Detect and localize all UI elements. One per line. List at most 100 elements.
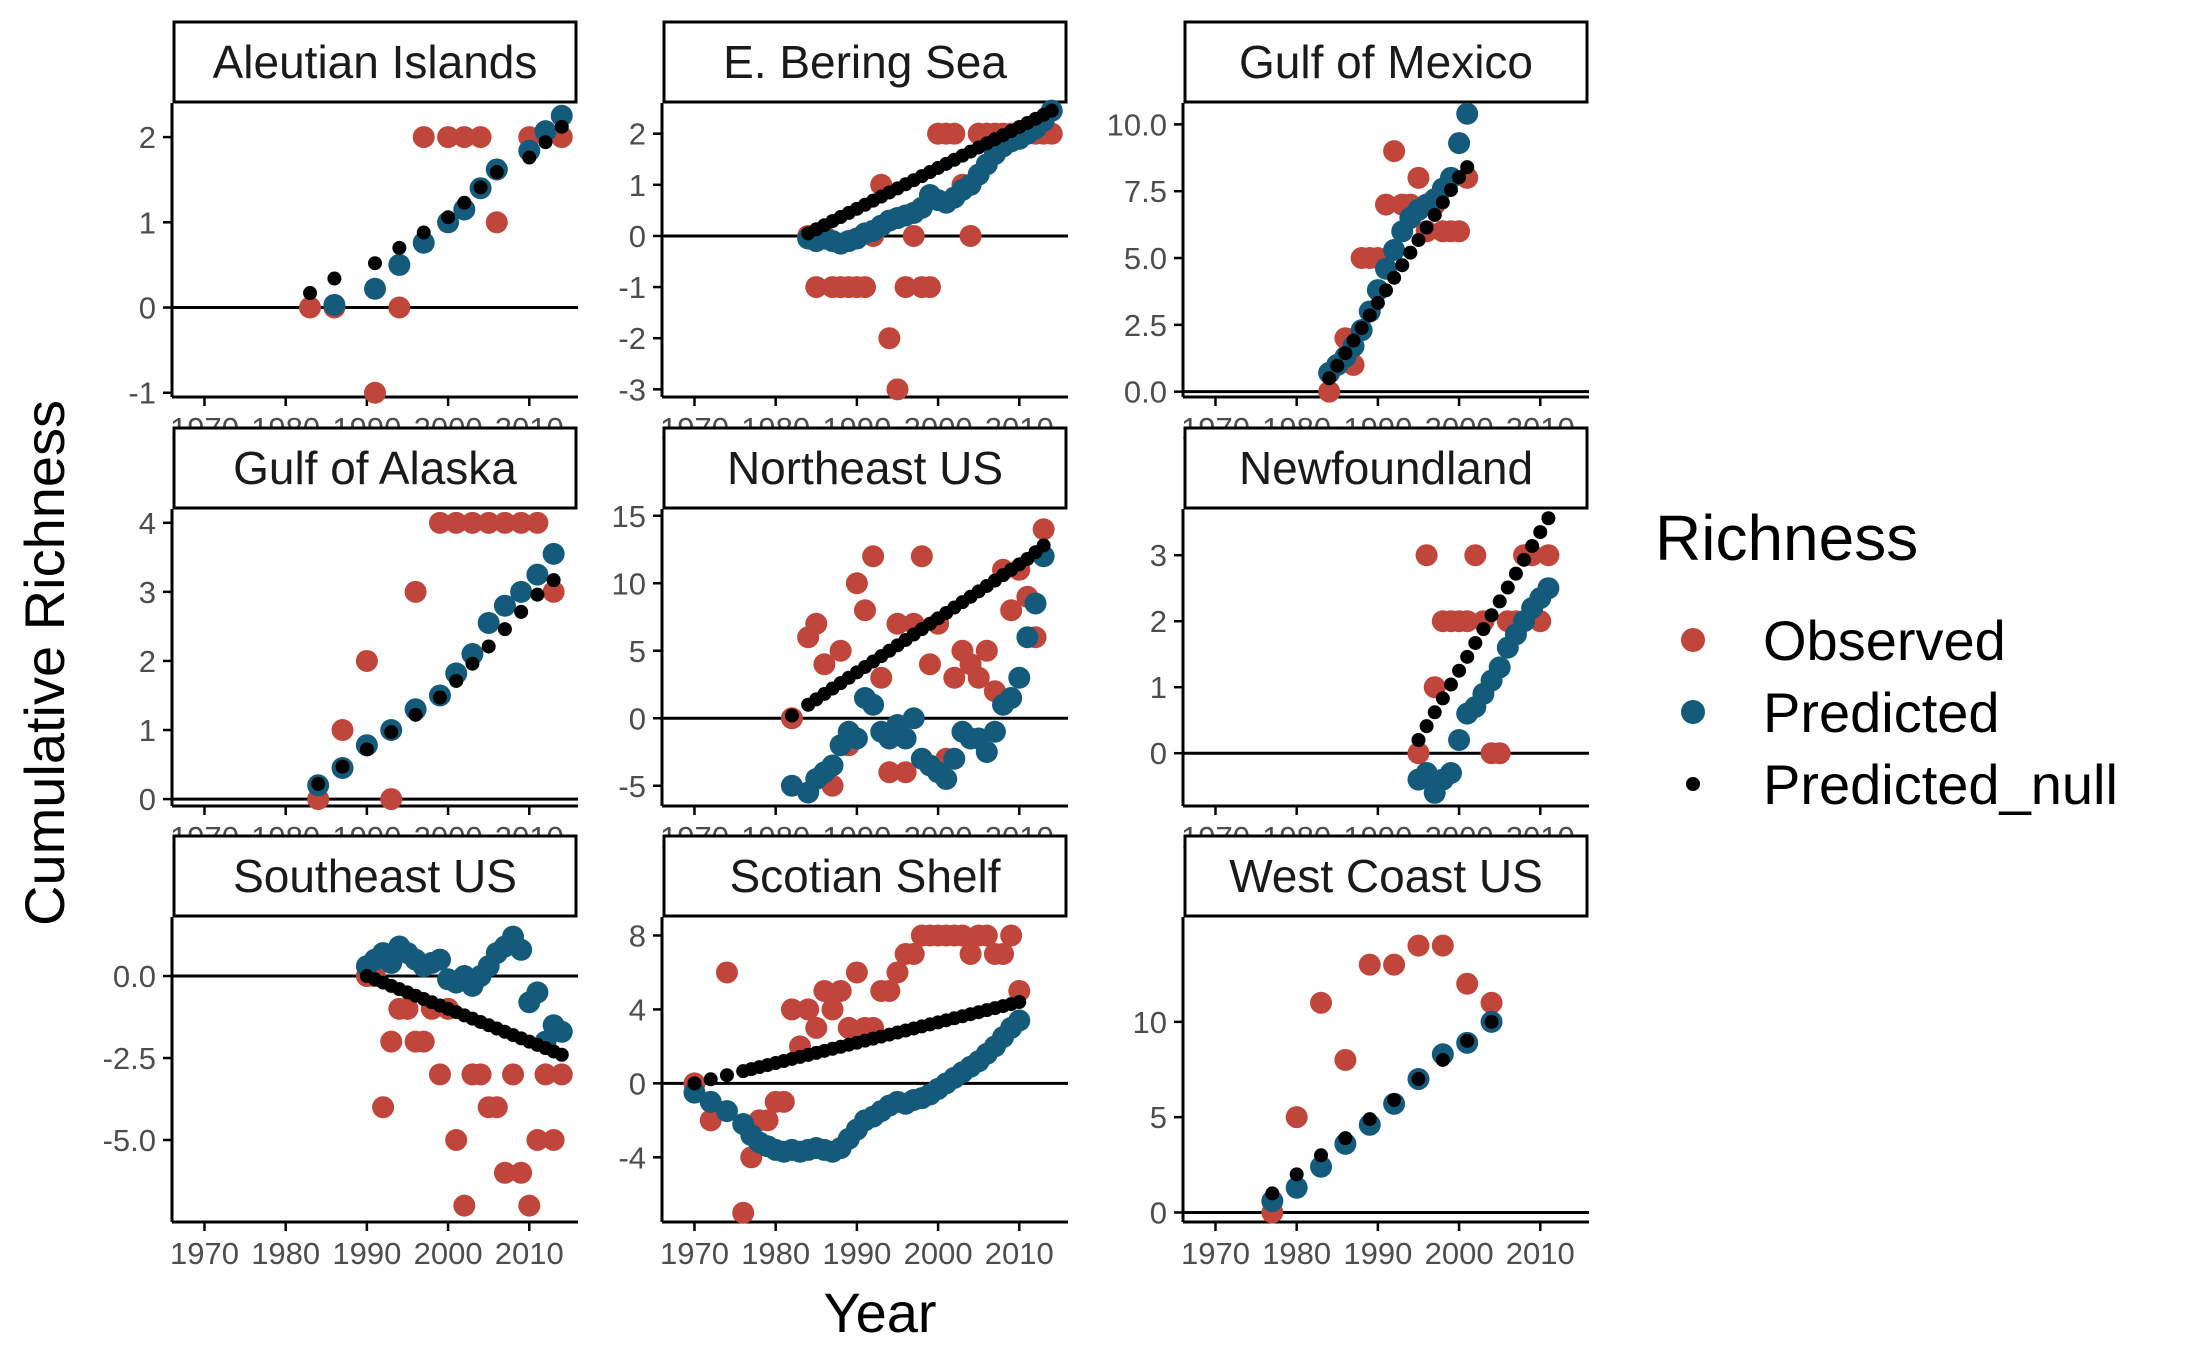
x-tick-label: 1990 (332, 1236, 401, 1271)
point-observed (992, 942, 1015, 965)
y-tick-label: 0 (1150, 736, 1167, 771)
x-tick-label: 2010 (985, 1236, 1054, 1271)
point-predicted (1439, 762, 1462, 784)
point-predicted-null (1411, 733, 1426, 747)
point-predicted-null (1370, 295, 1385, 310)
x-tick-label: 1980 (1262, 1236, 1331, 1271)
point-predicted-null (1330, 358, 1345, 373)
point-predicted-null (1289, 1167, 1304, 1182)
point-observed (550, 1063, 573, 1086)
point-observed (886, 378, 909, 401)
point-predicted-null (530, 587, 545, 602)
point-predicted-null (1346, 333, 1361, 348)
point-predicted-null (554, 1047, 569, 1062)
point-predicted-null (703, 1072, 718, 1087)
legend-key-predicted (1681, 700, 1705, 724)
y-tick-label: 0.0 (1124, 375, 1167, 410)
point-observed (805, 612, 828, 635)
point-observed (918, 276, 941, 299)
series-predicted-null (801, 103, 1059, 241)
point-predicted (510, 580, 533, 603)
point-predicted-null (327, 271, 342, 286)
point-observed (461, 511, 484, 534)
x-tick-label: 1970 (170, 1236, 239, 1271)
point-predicted-null (1403, 245, 1418, 260)
point-predicted-null (384, 725, 399, 740)
y-tick-label: 0 (1150, 1195, 1167, 1230)
point-predicted-null (441, 210, 456, 225)
strip-box (662, 834, 1068, 918)
point-predicted-null (1419, 719, 1434, 734)
point-predicted-null (1500, 580, 1515, 595)
point-predicted (534, 120, 557, 143)
point-predicted (323, 293, 346, 316)
point-predicted (894, 727, 917, 750)
point-predicted-null (1419, 220, 1434, 235)
legend-key-observed (1681, 628, 1705, 652)
strip-box (172, 426, 578, 510)
point-predicted (1000, 687, 1023, 709)
point-observed (1488, 742, 1511, 765)
point-observed (510, 1161, 533, 1184)
point-predicted (1285, 1176, 1308, 1199)
point-predicted (510, 938, 533, 961)
strip-title: Newfoundland (1239, 442, 1533, 494)
point-predicted-null (1452, 170, 1467, 185)
point-observed (1318, 380, 1341, 403)
point-observed (805, 276, 828, 299)
legend-label-predicted: Predicted (1763, 681, 2000, 744)
point-observed (526, 1129, 549, 1152)
y-tick-label: 0 (629, 701, 646, 736)
strip-box (1183, 834, 1589, 918)
point-predicted (699, 1090, 722, 1113)
point-observed (699, 1109, 722, 1132)
point-predicted-null (1484, 1014, 1499, 1029)
point-observed (894, 761, 917, 784)
point-predicted (550, 104, 573, 127)
point-observed (485, 211, 508, 234)
point-observed (1334, 1048, 1357, 1071)
point-observed (1448, 220, 1471, 243)
point-observed (756, 1109, 779, 1132)
strip-box (1183, 426, 1589, 510)
point-predicted (1016, 626, 1039, 649)
point-observed (1000, 924, 1023, 947)
point-observed (469, 1063, 492, 1086)
series-predicted (780, 545, 1055, 804)
point-observed (428, 511, 451, 534)
point-observed (388, 296, 411, 319)
point-observed (396, 997, 419, 1020)
point-observed (902, 224, 925, 247)
point-observed (821, 998, 844, 1021)
legend-label-observed: Observed (1763, 609, 2006, 672)
strip-title: Gulf of Alaska (233, 442, 517, 494)
point-observed (943, 122, 966, 145)
point-observed (813, 653, 836, 676)
x-tick-label: 2010 (1506, 1236, 1575, 1271)
strip-title: E. Bering Sea (723, 36, 1007, 88)
point-observed (469, 126, 492, 149)
point-predicted-null (1427, 705, 1442, 720)
y-axis-title: Cumulative Richness (13, 400, 76, 926)
point-observed (1358, 953, 1381, 976)
y-tick-label: 3 (139, 575, 156, 610)
point-observed (837, 1016, 860, 1039)
point-observed (845, 961, 868, 984)
point-observed (870, 666, 893, 689)
y-tick-label: -5.0 (103, 1123, 156, 1158)
panel-gulf-of-mexico: Gulf of Mexico0.02.55.07.510.01970198019… (1107, 20, 1589, 446)
point-predicted-null (1044, 103, 1059, 118)
panel-scotian-shelf: Scotian Shelf -4 0 4 8 1970 1980 1990 2000 2010 (618, 834, 1068, 1271)
point-predicted-null (687, 1076, 702, 1091)
x-tick-label: 1980 (251, 1236, 320, 1271)
point-predicted-null (1427, 207, 1442, 222)
y-tick-label: 5 (629, 634, 646, 669)
point-observed (445, 511, 468, 534)
y-tick-label: 0 (629, 1066, 646, 1101)
series-observed (683, 924, 1031, 1224)
panel-e-bering-sea: E. Bering Sea-3-2-1012197019801990200020… (618, 20, 1068, 446)
point-predicted-null (1379, 283, 1393, 298)
point-predicted-null (489, 165, 504, 180)
point-observed (797, 998, 820, 1021)
